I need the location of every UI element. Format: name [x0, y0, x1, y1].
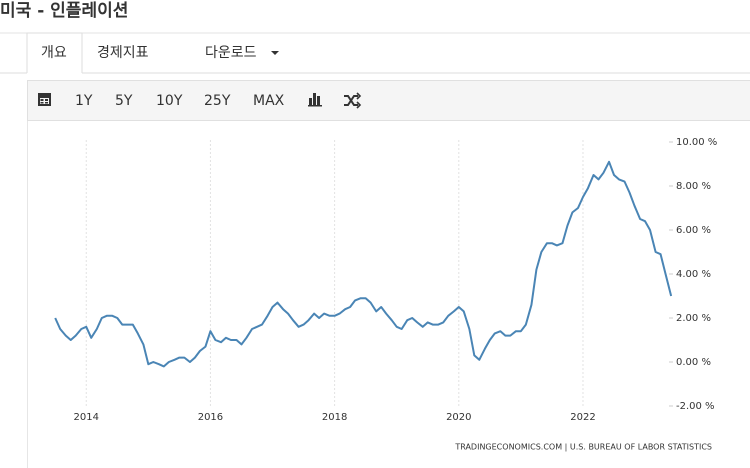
- bar-chart-icon[interactable]: [308, 93, 322, 107]
- range-button[interactable]: 1Y: [75, 93, 93, 109]
- calendar-icon[interactable]: [38, 93, 51, 106]
- tab[interactable]: 개요: [41, 45, 67, 61]
- y-tick-label: 6.00 %: [676, 225, 711, 236]
- x-tick-label: 2022: [570, 412, 595, 423]
- x-tick-label: 2018: [322, 412, 347, 423]
- y-tick-label: 8.00 %: [676, 181, 711, 192]
- tab[interactable]: 다운로드: [205, 45, 257, 61]
- range-button[interactable]: 25Y: [204, 93, 231, 109]
- plot: 2014 2016 2018 2020 2022 -2.00 % 0.00 % 2.00 % 4…: [54, 137, 717, 423]
- y-tick-label: -2.00 %: [676, 401, 715, 412]
- toolbar: [27, 80, 750, 121]
- x-tick-label: 2016: [198, 412, 223, 423]
- shuffle-icon[interactable]: [344, 92, 362, 109]
- y-tick-label: 4.00 %: [676, 269, 711, 280]
- page-title: 미국 - 인플레이션: [0, 1, 128, 21]
- range-button[interactable]: MAX: [253, 93, 285, 109]
- x-tick-label: 2020: [446, 412, 471, 423]
- y-tick-label: 0.00 %: [676, 357, 711, 368]
- dropdown-caret: [271, 51, 279, 55]
- y-tick-label: 2.00 %: [676, 313, 711, 324]
- series-line: [54, 160, 673, 368]
- source: TRADINGECONOMICS.COM | U.S. BUREAU OF LA…: [454, 443, 712, 452]
- range-button[interactable]: 5Y: [115, 93, 133, 109]
- active-tab[interactable]: [26, 32, 83, 73]
- range-button[interactable]: 10Y: [156, 93, 183, 109]
- y-tick-label: 10.00 %: [676, 137, 717, 148]
- x-tick-label: 2014: [74, 412, 99, 423]
- tab[interactable]: 경제지표: [97, 45, 149, 61]
